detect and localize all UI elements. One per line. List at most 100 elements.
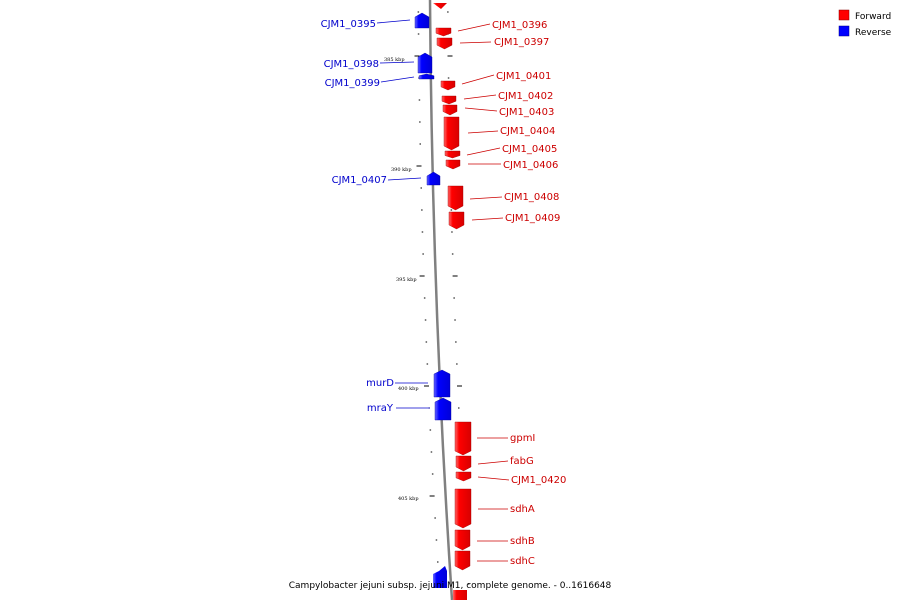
gene-label-cjm1-0407[interactable]: CJM1_0407 — [332, 175, 387, 186]
gene-label-cjm1-0404[interactable]: CJM1_0404 — [500, 126, 555, 137]
gene-label-cjm1-0402[interactable]: CJM1_0402 — [498, 91, 553, 102]
gene-label-cjm1-0403[interactable]: CJM1_0403 — [499, 107, 554, 118]
tick-mark-left — [437, 561, 439, 563]
gene-label-fabg[interactable]: fabG — [510, 456, 534, 467]
tick-label-395: 395 kbp — [396, 277, 417, 283]
gene-label-cjm1-0405[interactable]: CJM1_0405 — [502, 144, 557, 155]
gene-label-sdhb[interactable]: sdhB — [510, 536, 535, 547]
gene-label-cjm1-0399[interactable]: CJM1_0399 — [325, 78, 380, 89]
gene-label-mray[interactable]: mraY — [367, 403, 394, 414]
gene-glyph-sdhc[interactable] — [454, 550, 471, 571]
gene-glyph-cjm1-0402[interactable] — [441, 95, 457, 105]
leader-line-cjm1-0395 — [376, 19, 411, 24]
gene-label-gpmi[interactable]: gpmI — [510, 433, 535, 444]
tick-mark-left — [429, 429, 432, 431]
gene-label-cjm1-0420[interactable]: CJM1_0420 — [511, 475, 566, 486]
gene-label-cjm1-0395[interactable]: CJM1_0395 — [321, 19, 376, 30]
legend-swatch-forward — [838, 9, 850, 21]
tick-mark-left — [416, 165, 422, 167]
legend: Forward Reverse — [838, 9, 892, 38]
tick-mark-left — [431, 473, 434, 475]
tick-mark-left — [421, 209, 423, 211]
gene-label-sdhc[interactable]: sdhC — [510, 556, 535, 567]
gene-glyph-cjm1-0398[interactable] — [417, 52, 433, 74]
gene-label-cjm1-0409[interactable]: CJM1_0409 — [505, 213, 560, 224]
gene-glyph-mray[interactable] — [434, 397, 452, 421]
gene-label-sdha[interactable]: sdhA — [510, 504, 535, 515]
gene-glyph-partial-bottom-reverse — [433, 566, 447, 588]
leader-line-cjm1-0403 — [464, 107, 498, 112]
gene-glyph-partial-top — [433, 3, 447, 9]
gene-glyphs — [414, 3, 472, 600]
leader-line-cjm1-0409 — [471, 217, 504, 221]
tick-label-385: 385 kbp — [384, 57, 405, 63]
gene-glyph-gpmi[interactable] — [454, 421, 472, 456]
gene-glyph-cjm1-0409[interactable] — [448, 211, 465, 230]
gene-glyph-sdhb[interactable] — [454, 529, 471, 551]
gene-glyph-sdha[interactable] — [454, 488, 472, 529]
gene-glyph-cjm1-0408[interactable] — [447, 185, 464, 211]
leader-line-cjm1-0407 — [387, 177, 422, 181]
gene-glyph-cjm1-0395[interactable] — [414, 12, 430, 29]
genome-caption: Campylobacter jejuni subsp. jejuni M1, c… — [289, 581, 612, 591]
gene-glyph-murd[interactable] — [433, 369, 451, 398]
gene-glyph-cjm1-0420[interactable] — [455, 471, 472, 482]
tick-mark-left — [419, 121, 421, 123]
tick-mark-left — [424, 319, 427, 321]
gene-label-cjm1-0408[interactable]: CJM1_0408 — [504, 192, 559, 203]
gene-glyph-cjm1-0401[interactable] — [440, 80, 456, 91]
gene-label-cjm1-0398[interactable]: CJM1_0398 — [324, 59, 379, 70]
gene-label-cjm1-0401[interactable]: CJM1_0401 — [496, 71, 551, 82]
tick-mark-left — [421, 231, 424, 233]
tick-mark-left — [424, 385, 429, 387]
tick-mark-right — [454, 319, 456, 321]
leader-line-fabg — [477, 460, 509, 465]
tick-mark-right — [458, 407, 460, 409]
tick-mark-right — [450, 209, 453, 211]
tick-mark-left — [434, 517, 436, 519]
leader-line-cjm1-0398 — [379, 61, 415, 64]
tick-mark-left — [414, 55, 420, 57]
tick-mark-left — [417, 33, 420, 35]
gene-glyph-cjm1-0405[interactable] — [444, 150, 461, 159]
leader-line-cjm1-0404 — [467, 130, 499, 134]
legend-swatch-reverse — [838, 25, 850, 37]
tick-mark-right — [456, 363, 458, 365]
gene-glyph-cjm1-0407[interactable] — [426, 171, 441, 186]
leader-lines — [376, 19, 510, 562]
tick-mark-left — [419, 275, 425, 277]
tick-mark-left — [435, 539, 438, 541]
gene-glyph-fabg[interactable] — [455, 455, 472, 472]
tick-mark-left — [429, 495, 435, 497]
tick-mark-left — [417, 11, 420, 13]
tick-mark-right — [452, 275, 458, 277]
gene-labels: CJM1_0395 CJM1_0396 CJM1_0397 CJM1_0398 … — [321, 19, 567, 567]
leader-line-cjm1-0405 — [466, 147, 501, 156]
gene-glyph-cjm1-0396[interactable] — [435, 27, 452, 37]
tick-mark-left — [419, 143, 421, 145]
gene-glyph-partial-bottom-forward — [453, 590, 467, 600]
tick-mark-right — [451, 231, 453, 233]
leader-line-cjm1-0397 — [459, 41, 492, 44]
gene-label-cjm1-0397[interactable]: CJM1_0397 — [494, 37, 549, 48]
genome-backbone — [428, 0, 454, 600]
leader-line-cjm1-0420 — [477, 476, 510, 481]
gene-glyph-cjm1-0403[interactable] — [442, 104, 458, 116]
gene-label-cjm1-0396[interactable]: CJM1_0396 — [492, 20, 547, 31]
tick-mark-left — [423, 297, 426, 299]
tick-label-390: 390 kbp — [391, 167, 412, 173]
gene-glyph-cjm1-0397[interactable] — [436, 37, 453, 50]
tick-mark-right — [447, 11, 449, 13]
gene-label-cjm1-0406[interactable]: CJM1_0406 — [503, 160, 558, 171]
leader-line-cjm1-0408 — [469, 196, 503, 200]
gene-glyph-cjm1-0404[interactable] — [443, 116, 460, 151]
tick-mark-left — [422, 253, 424, 255]
tick-mark-right — [451, 253, 454, 255]
gene-glyph-cjm1-0406[interactable] — [445, 159, 461, 170]
gene-label-murd[interactable]: murD — [366, 378, 394, 389]
gene-glyph-cjm1-0399[interactable] — [418, 73, 435, 80]
leader-line-cjm1-0396 — [457, 23, 491, 32]
tick-mark-right — [453, 297, 455, 299]
tick-label-405: 405 kbp — [398, 496, 419, 502]
